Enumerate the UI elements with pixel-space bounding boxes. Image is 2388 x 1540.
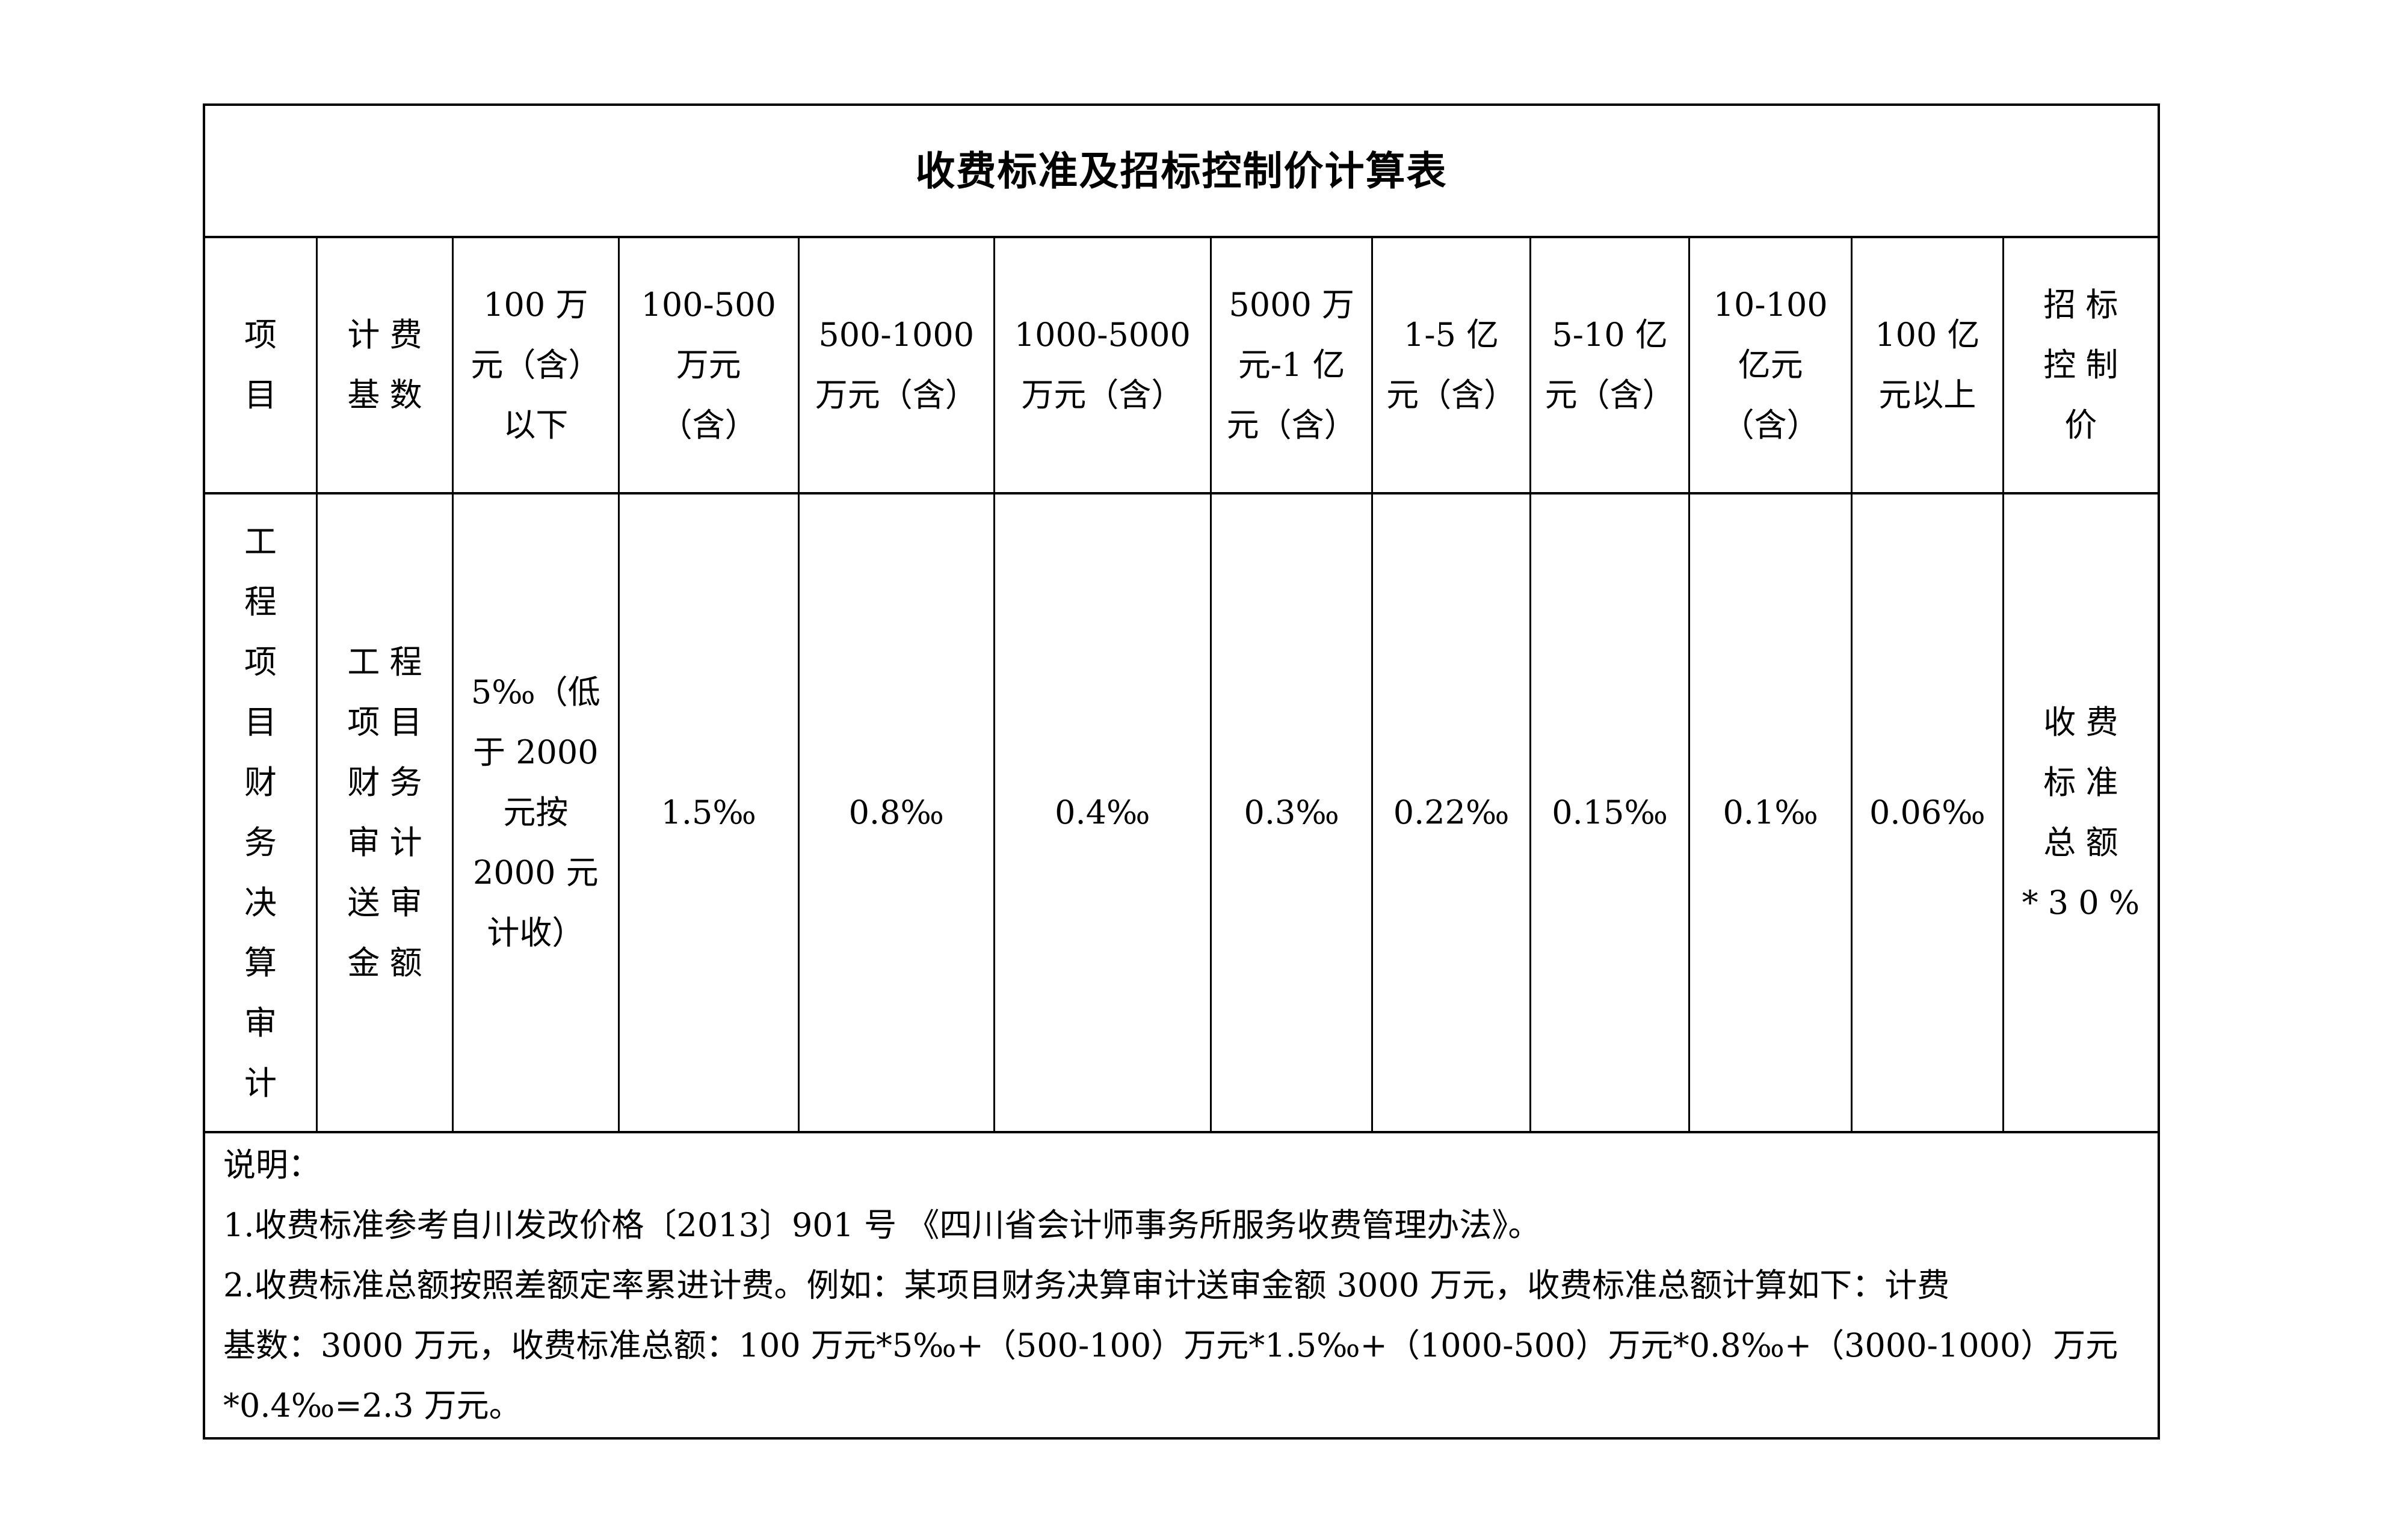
text-line: 标准 bbox=[2043, 763, 2128, 801]
text-line: 决 bbox=[244, 884, 277, 922]
text-line: 程 bbox=[244, 583, 277, 621]
text-line: 0.4‰ bbox=[1055, 793, 1150, 831]
text-line: 价 bbox=[2064, 406, 2107, 444]
text-line: 5‰（低 bbox=[471, 673, 600, 711]
text-line: 1.5‰ bbox=[661, 793, 756, 831]
text-line: 2.收费标准总额按照差额定率累进计费。例如：某项目财务决算审计送审金额 3000… bbox=[223, 1266, 1950, 1304]
text-line: 元（含） bbox=[1226, 406, 1357, 444]
text-line: 招标 bbox=[2043, 286, 2128, 324]
text-line: 2000 元 bbox=[473, 854, 599, 892]
col-header-50m-100m: 5000 万元-1 亿元（含） bbox=[1209, 236, 1374, 494]
col-header-fee-base: 计费 基数 bbox=[315, 236, 454, 494]
col-header-bid-control-price: 招标 控制价 bbox=[2002, 236, 2160, 494]
text-line: 财务 bbox=[347, 763, 432, 801]
cell-rate-10m-50m: 0.4‰ bbox=[993, 492, 1212, 1133]
cell-rate-100m-500m: 0.22‰ bbox=[1371, 492, 1531, 1133]
col-header-500m-1b: 5-10 亿元（含） bbox=[1529, 236, 1691, 494]
text-line: 100-500 bbox=[641, 286, 776, 324]
text-line: 万元 bbox=[676, 346, 741, 384]
text-line: 元（含） bbox=[1544, 376, 1675, 414]
text-line: 0.1‰ bbox=[1723, 793, 1818, 831]
cell-rate-50m-100m: 0.3‰ bbox=[1209, 492, 1374, 1133]
title-row: 收费标准及招标控制价计算表 bbox=[203, 103, 2160, 238]
col-header-1b-10b: 10-100 亿元 （含） bbox=[1688, 236, 1853, 494]
text-line: 5-10 亿 bbox=[1552, 316, 1668, 354]
cell-rate-1m-5m: 1.5‰ bbox=[617, 492, 800, 1133]
cell-fee-base: 工程项目财务审计送审金额 bbox=[315, 492, 454, 1133]
text-line: 1-5 亿 bbox=[1404, 316, 1499, 354]
text-line: 于 2000 bbox=[473, 733, 599, 771]
text-line: 说明： bbox=[223, 1145, 321, 1184]
text-line: 务 bbox=[244, 824, 277, 861]
col-header-project: 项目 bbox=[203, 236, 318, 494]
text-line: 项目 bbox=[347, 703, 432, 741]
text-line: 目 bbox=[244, 703, 277, 741]
text-line: *0.4‰=2.3 万元。 bbox=[223, 1386, 522, 1424]
text-line: 送审 bbox=[347, 884, 432, 922]
text-line: （含） bbox=[659, 406, 757, 444]
text-line: 元以上 bbox=[1878, 376, 1976, 414]
text-line: 亿元 bbox=[1738, 346, 1803, 384]
text-line: 审 bbox=[244, 1004, 277, 1042]
text-line: 5000 万 bbox=[1229, 286, 1354, 324]
text-line: 元（含） bbox=[471, 346, 601, 384]
col-header-1m-5m: 100-500 万元 （含） bbox=[617, 236, 800, 494]
text-line: 0.06‰ bbox=[1869, 793, 1985, 831]
text-line: 元（含） bbox=[1386, 376, 1517, 414]
text-line: 财 bbox=[244, 763, 277, 801]
text-line: 计 bbox=[244, 1064, 277, 1102]
text-line: 100 万 bbox=[483, 286, 588, 324]
cell-rate-1b-10b: 0.1‰ bbox=[1688, 492, 1853, 1133]
text-line: 万元（含） bbox=[815, 376, 978, 414]
text-line: 1.收费标准参考自川发改价格〔2013〕901 号 《四川省会计师事务所服务收费… bbox=[223, 1206, 1541, 1244]
text-line: 算 bbox=[244, 944, 277, 982]
text-line: 计费 bbox=[347, 316, 432, 354]
text-line: 审计 bbox=[347, 824, 432, 861]
col-header-5m-10m: 500-1000 万元（含） bbox=[797, 236, 995, 494]
text-line: 项 bbox=[244, 643, 277, 681]
table-title: 收费标准及招标控制价计算表 bbox=[203, 103, 2160, 238]
text-line: 0.3‰ bbox=[1244, 793, 1339, 831]
text-line: 1000-5000 bbox=[1014, 316, 1191, 354]
col-header-over-10b: 100 亿元以上 bbox=[1850, 236, 2004, 494]
text-line: （含） bbox=[1721, 406, 1819, 444]
text-line: 万元（含） bbox=[1021, 376, 1184, 414]
text-line: 总额 bbox=[2043, 824, 2128, 861]
text-line: 元-1 亿 bbox=[1238, 346, 1345, 384]
cell-bid-control-price: 收费标准总额 *30% bbox=[2002, 492, 2160, 1133]
text-line: 基数 bbox=[347, 376, 432, 414]
fee-table: 收费标准及招标控制价计算表 项目 计费 基数 100 万元（含） 以下 100-50… bbox=[203, 103, 2160, 1440]
col-header-10m-50m: 1000-5000 万元（含） bbox=[993, 236, 1212, 494]
text-line: 元按 bbox=[503, 793, 569, 831]
text-line: 收费 bbox=[2043, 703, 2128, 741]
text-line: 0.8‰ bbox=[848, 793, 944, 831]
text-line: 金额 bbox=[347, 944, 432, 982]
notes-row: 说明： 1.收费标准参考自川发改价格〔2013〕901 号 《四川省会计师事务所服… bbox=[203, 1131, 2160, 1440]
data-row: 工程项目财务决算审计 工程 项目 财务 审计 送审 金额 5‰（低于 2000 元按 2000… bbox=[203, 492, 2160, 1133]
col-header-100m-500m: 1-5 亿元（含） bbox=[1371, 236, 1531, 494]
text-line: 工 bbox=[244, 523, 277, 561]
text-line: 以下 bbox=[503, 406, 569, 444]
cell-rate-over-10b: 0.06‰ bbox=[1850, 492, 2004, 1133]
text-line: 100 亿 bbox=[1875, 316, 1980, 354]
text-line: 10-100 bbox=[1713, 286, 1828, 324]
col-header-under-1m: 100 万元（含） 以下 bbox=[452, 236, 620, 494]
cell-rate-under-1m: 5‰（低于 2000 元按 2000 元计收） bbox=[452, 492, 620, 1133]
text-line: 0.22‰ bbox=[1393, 793, 1510, 831]
text-line: 计收） bbox=[487, 914, 585, 952]
header-row: 项目 计费 基数 100 万元（含） 以下 100-500 万元 （含） 500-100… bbox=[203, 236, 2160, 494]
text-line: 工程 bbox=[347, 643, 432, 681]
text-line: 基数：3000 万元，收费标准总额：100 万元*5‰+（500-100）万元*… bbox=[223, 1326, 2118, 1364]
text-line: 0.15‰ bbox=[1552, 793, 1668, 831]
text-line: 项 bbox=[244, 316, 277, 354]
text-line: 目 bbox=[244, 376, 277, 414]
text-line: 500-1000 bbox=[818, 316, 975, 354]
cell-rate-500m-1b: 0.15‰ bbox=[1529, 492, 1691, 1133]
cell-project-name: 工程项目财务决算审计 bbox=[203, 492, 318, 1133]
notes: 说明： 1.收费标准参考自川发改价格〔2013〕901 号 《四川省会计师事务所服… bbox=[203, 1131, 2160, 1440]
text-line: *30% bbox=[2022, 884, 2150, 922]
cell-rate-5m-10m: 0.8‰ bbox=[797, 492, 995, 1133]
text-line: 控制 bbox=[2043, 346, 2128, 384]
